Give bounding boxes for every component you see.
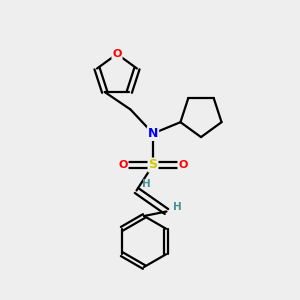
Text: H: H — [142, 179, 151, 189]
Text: N: N — [148, 127, 158, 140]
Text: H: H — [172, 202, 182, 212]
Text: O: O — [112, 49, 122, 59]
Text: O: O — [118, 160, 128, 170]
Text: O: O — [178, 160, 188, 170]
Text: S: S — [148, 158, 158, 172]
